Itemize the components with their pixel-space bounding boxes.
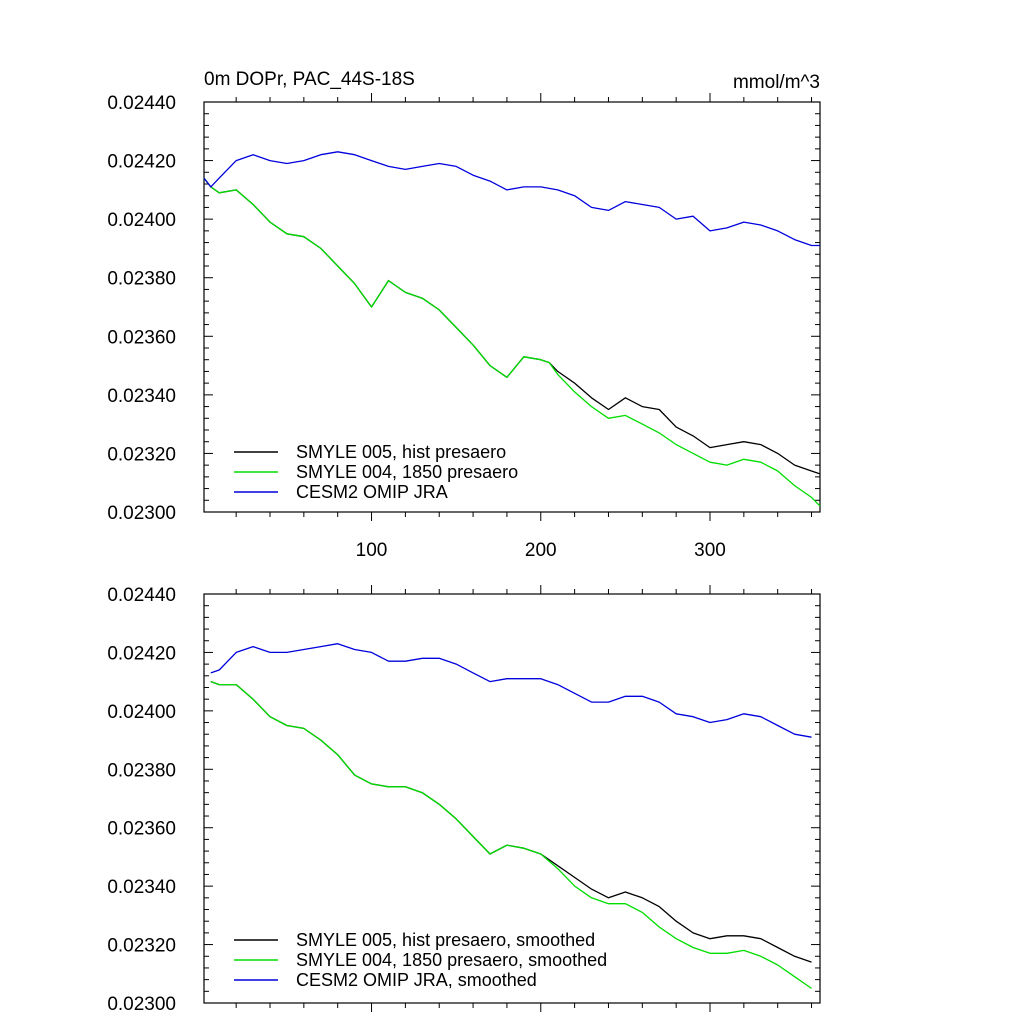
- y-tick-label: 0.02300: [107, 994, 176, 1015]
- y-tick-label: 0.02440: [107, 93, 176, 114]
- series-line-2: [210, 643, 812, 738]
- plot-frame: [203, 593, 821, 1004]
- legend-label: CESM2 OMIP JRA: [296, 482, 448, 502]
- y-tick-label: 0.02320: [107, 444, 176, 465]
- y-tick-label: 0.02400: [107, 210, 176, 231]
- y-tick-label: 0.02360: [107, 819, 176, 840]
- y-tick-label: 0.02360: [107, 327, 176, 348]
- y-tick-label: 0.02420: [107, 152, 176, 173]
- y-tick-label: 0.02340: [107, 877, 176, 898]
- legend-label: SMYLE 005, hist presaero, smoothed: [296, 930, 595, 950]
- y-tick-label: 0.02340: [107, 386, 176, 407]
- top-panel: 0m DOPr, PAC_44S-18S mmol/m^3 0.02440 0.0…: [107, 69, 821, 561]
- series-line-1: [203, 177, 821, 507]
- series-line-1: [210, 680, 812, 989]
- y-tick-label: 0.02400: [107, 702, 176, 723]
- y-tick-label: 0.02380: [107, 760, 176, 781]
- y-tick-label: 0.02320: [107, 936, 176, 957]
- x-tick-label: 200: [525, 540, 557, 561]
- legend-label: SMYLE 004, 1850 presaero: [296, 462, 518, 482]
- plot-frame: [203, 101, 821, 513]
- y-tick-label: 0.02300: [107, 503, 176, 524]
- y-tick-label: 0.02440: [107, 585, 176, 606]
- chart-title: 0m DOPr, PAC_44S-18S: [204, 69, 415, 90]
- x-tick-label: 300: [694, 540, 726, 561]
- series-line-0: [203, 177, 821, 475]
- series-line-2: [203, 151, 820, 247]
- x-tick-label: 100: [356, 540, 388, 561]
- units-label: mmol/m^3: [733, 72, 820, 93]
- legend-label: SMYLE 004, 1850 presaero, smoothed: [296, 950, 607, 970]
- legend-label: SMYLE 005, hist presaero: [296, 442, 506, 462]
- y-tick-label: 0.02380: [107, 269, 176, 290]
- series-line-0: [210, 680, 812, 963]
- legend-label: CESM2 OMIP JRA, smoothed: [296, 970, 537, 990]
- y-tick-label: 0.02420: [107, 643, 176, 664]
- bottom-panel: 0.02440 0.02420 0.02400 0.02380 0.02360 0.023…: [107, 585, 821, 1015]
